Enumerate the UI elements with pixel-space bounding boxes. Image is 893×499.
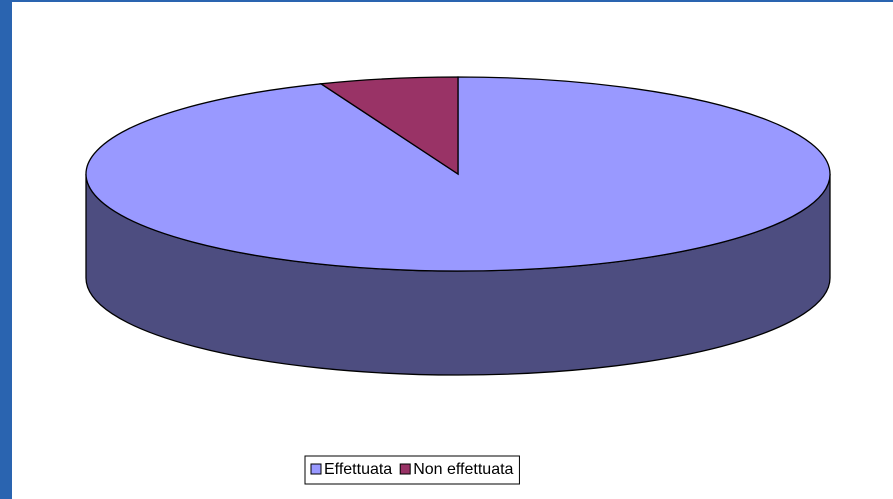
legend-box [304, 455, 520, 485]
legend: Effettuata Non effettuata [304, 455, 520, 485]
legend-label: Non effettuata [413, 461, 513, 478]
pie-slice [319, 76, 459, 176]
legend-swatch [399, 463, 411, 475]
legend-label: Effettuata [324, 461, 392, 478]
legend-swatch [310, 463, 322, 475]
